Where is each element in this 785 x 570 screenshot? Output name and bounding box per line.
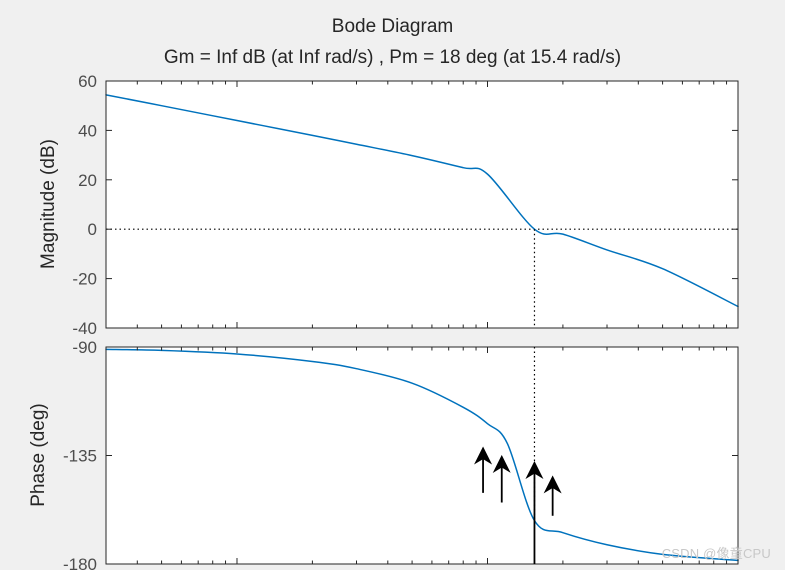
phase-plot-area	[106, 347, 738, 564]
y-tick-label: 0	[88, 220, 97, 239]
phase-axis-label: Phase (deg)	[28, 403, 49, 507]
y-tick-label: 60	[78, 72, 97, 91]
magnitude-plot-area	[106, 81, 738, 328]
y-tick-label: 40	[78, 121, 97, 140]
phase-axes-box	[105, 346, 739, 565]
y-tick-label: -40	[72, 319, 97, 338]
y-tick-label: 20	[78, 171, 97, 190]
phase-series-line	[105, 348, 739, 562]
y-tick-label: -90	[72, 338, 97, 357]
chart-subtitle: Gm = Inf dB (at Inf rad/s) , Pm = 18 deg…	[163, 47, 622, 68]
y-tick-label: -180	[63, 555, 97, 570]
y-tick-label: -20	[72, 270, 97, 289]
chart-title: Bode Diagram	[331, 16, 454, 37]
magnitude-axes-box	[105, 80, 739, 329]
watermark: CSDN @像童CPU	[661, 546, 771, 561]
magnitude-series-line	[105, 94, 739, 308]
magnitude-axis-label: Magnitude (dB)	[38, 139, 59, 269]
y-tick-label: -135	[63, 447, 97, 466]
